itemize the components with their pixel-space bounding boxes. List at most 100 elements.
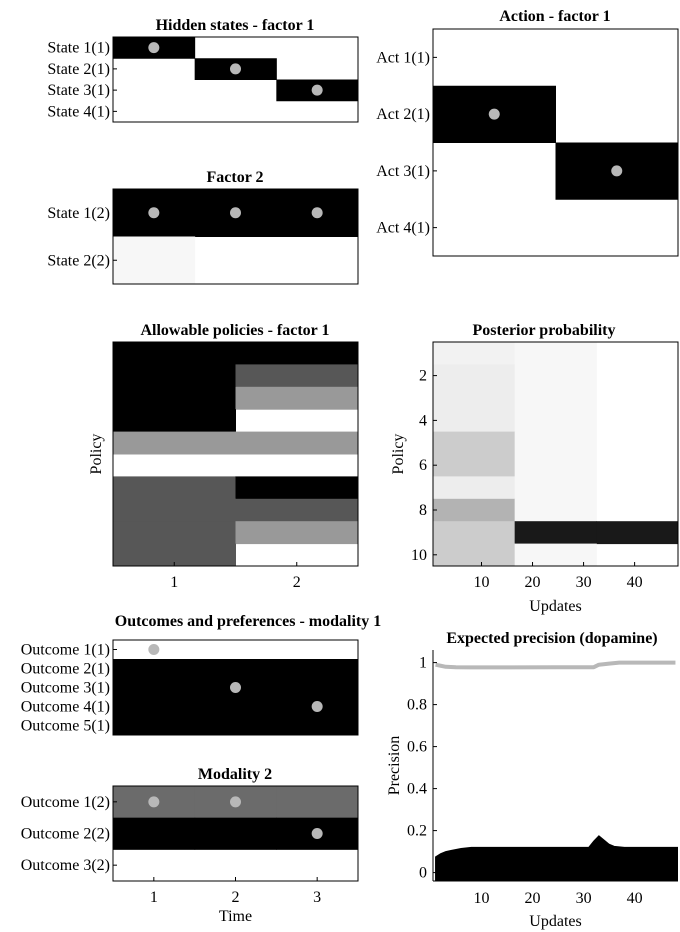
heatmap-cell — [113, 716, 196, 736]
y-tick-label: Outcome 1(2) — [21, 794, 110, 811]
heatmap-cell — [113, 659, 196, 679]
heatmap-cell — [276, 716, 359, 736]
heatmap-cell — [235, 364, 359, 388]
x-axis-label: Updates — [529, 913, 581, 930]
heatmap-cell — [235, 498, 359, 522]
x-tick-label: 30 — [576, 574, 592, 591]
y-tick-label: State 2(2) — [47, 252, 110, 269]
y-tick-label: Outcome 3(1) — [21, 680, 110, 697]
y-tick-label: Act 4(1) — [376, 220, 430, 237]
heatmap-cell — [433, 454, 516, 477]
heatmap-cell — [514, 364, 597, 388]
heatmap-cell — [433, 342, 516, 365]
heatmap-cell — [113, 364, 236, 388]
y-tick-label: State 4(1) — [47, 103, 110, 120]
heatmap-cell — [113, 521, 236, 545]
heatmap-cell — [596, 521, 679, 545]
x-tick-label: 2 — [293, 574, 301, 591]
data-dot — [488, 108, 500, 120]
chart-3: Allowable policies - factor 1 1 2 Policy — [88, 322, 359, 591]
heatmap-cell — [235, 386, 359, 410]
y-axis-label: Precision — [386, 736, 403, 796]
plot-frame — [112, 36, 359, 123]
data-dot — [311, 207, 323, 219]
heatmap-cell — [113, 543, 236, 567]
chart-2: Action - factor 1 Act 1(1) Act 2(1) Act 3(1… — [376, 8, 679, 257]
plot-frame — [432, 341, 679, 567]
y-tick-label: 0.8 — [407, 697, 427, 714]
heatmap-cell — [113, 678, 196, 698]
heatmap-cell — [113, 386, 236, 410]
x-tick-label: 3 — [313, 889, 321, 906]
heatmap-cell — [433, 521, 516, 545]
y-tick-label: 0.2 — [407, 823, 427, 840]
y-tick-label: Outcome 5(1) — [21, 718, 110, 735]
y-tick-label: Outcome 1(1) — [21, 642, 110, 659]
heatmap-cell — [433, 543, 516, 567]
heatmap-cell — [433, 386, 516, 410]
data-dot — [611, 165, 623, 177]
heatmap-cell — [194, 716, 277, 736]
chart-title: Allowable policies - factor 1 — [140, 322, 329, 339]
y-tick-label: Act 1(1) — [376, 49, 430, 66]
data-dot — [148, 796, 160, 808]
heatmap-cell — [514, 431, 597, 455]
y-tick-label: Outcome 2(1) — [21, 661, 110, 678]
chart-title: Modality 2 — [198, 766, 272, 783]
x-tick-label: 10 — [473, 890, 489, 907]
chart-title: Factor 2 — [206, 169, 263, 186]
data-dot — [230, 207, 241, 219]
x-axis-label: Time — [219, 908, 252, 925]
heatmap-cell — [433, 476, 516, 500]
heatmap-cell — [113, 431, 236, 455]
chart-1: Factor 2 State 1(2) State 2(2) — [47, 169, 359, 285]
plot-frame — [112, 188, 359, 285]
y-tick-label: State 3(1) — [47, 82, 110, 99]
heatmap-cell — [276, 678, 359, 698]
heatmap-cell — [433, 364, 516, 388]
y-tick-label: 4 — [419, 412, 427, 429]
chart-6: Modality 2 Outcome 1(2) Outcome 2(2) Outcom… — [21, 766, 359, 925]
heatmap-cell — [514, 476, 597, 500]
y-tick-label: 0.6 — [407, 739, 427, 756]
heatmap-cell — [113, 236, 196, 285]
heatmap-cell — [113, 476, 236, 500]
series-line — [435, 660, 676, 670]
chart-title: Action - factor 1 — [499, 8, 610, 25]
heatmap-cell — [235, 521, 359, 545]
heatmap-cell — [433, 409, 516, 433]
heatmap-cell — [194, 697, 277, 717]
heatmap-cell — [514, 543, 597, 567]
y-tick-label: 0.4 — [407, 781, 427, 798]
chart-title: Outcomes and preferences - modality 1 — [115, 613, 381, 630]
heatmap-cell — [433, 431, 516, 455]
x-tick-label: 30 — [576, 890, 592, 907]
y-tick-label: 1 — [419, 655, 427, 672]
heatmap-cell — [113, 697, 196, 717]
data-dot — [311, 84, 323, 96]
plot-frame — [432, 28, 679, 257]
heatmap-cell — [113, 498, 236, 522]
heatmap-cell — [194, 659, 277, 679]
y-tick-label: 0 — [419, 865, 427, 882]
heatmap-cell — [514, 521, 597, 545]
data-dot — [148, 207, 160, 219]
series-area — [435, 835, 678, 881]
chart-4: Posterior probability 2 4 6 8 10 10 20 30 40 Updat… — [390, 322, 679, 615]
y-tick-label: State 1(1) — [47, 40, 110, 57]
y-axis-label: Policy — [88, 434, 105, 475]
data-dot — [230, 63, 241, 75]
x-tick-label: 40 — [627, 890, 643, 907]
x-tick-label: 40 — [627, 574, 643, 591]
y-axis-label: Policy — [390, 434, 407, 475]
y-tick-label: State 2(1) — [47, 61, 110, 78]
heatmap-cell — [276, 659, 359, 679]
chart-7: Expected precision (dopamine) 0 0.2 0.4 0.6 0… — [386, 630, 678, 930]
y-tick-label: 2 — [419, 368, 427, 385]
x-tick-label: 1 — [170, 574, 178, 591]
y-tick-label: Outcome 2(2) — [21, 826, 110, 843]
heatmap-cell — [113, 817, 196, 850]
data-dot — [148, 42, 160, 54]
heatmap-cell — [113, 342, 236, 365]
x-tick-label: 20 — [525, 890, 541, 907]
